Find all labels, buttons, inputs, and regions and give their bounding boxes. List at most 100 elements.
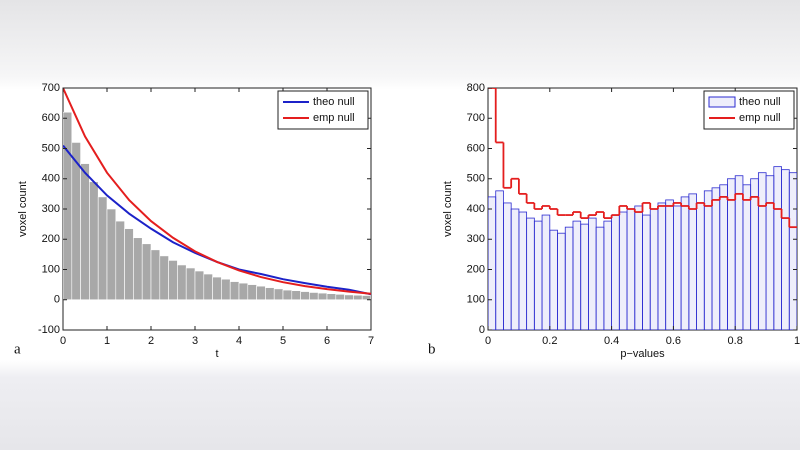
bar: [750, 178, 759, 330]
legend-label: emp null: [313, 112, 355, 124]
bar: [282, 289, 293, 301]
bar: [541, 214, 551, 330]
bar: [344, 294, 354, 301]
x-tick-label: 0: [485, 335, 491, 347]
bar: [185, 267, 196, 301]
y-tick-label: 400: [42, 173, 60, 185]
x-tick-label: 3: [192, 335, 198, 347]
bar: [203, 273, 213, 301]
bar: [626, 208, 636, 330]
bar: [526, 217, 535, 330]
bar: [510, 208, 520, 330]
bar: [247, 284, 257, 301]
bar: [503, 202, 512, 330]
bar: [673, 205, 682, 330]
bar: [97, 196, 108, 301]
x-tick-label: 1: [794, 335, 800, 347]
legend-label: emp null: [739, 112, 781, 124]
panel-label: b: [428, 341, 436, 357]
bar: [150, 249, 161, 301]
legend-swatch: [708, 96, 736, 108]
bar: [588, 217, 597, 330]
bar: [326, 293, 337, 301]
y-tick-label: 100: [42, 263, 60, 275]
x-tick-label: 0: [60, 335, 66, 347]
y-tick-label: 500: [42, 142, 60, 154]
bar: [773, 166, 782, 330]
bar: [564, 226, 574, 330]
bar: [361, 295, 371, 301]
x-tick-label: 4: [236, 335, 242, 347]
bar: [89, 181, 99, 301]
x-axis-label: t: [215, 348, 218, 360]
y-tick-label: 200: [467, 263, 485, 275]
bar: [788, 172, 797, 330]
x-tick-label: 0.8: [728, 335, 743, 347]
bar: [124, 228, 134, 301]
bar: [141, 243, 152, 301]
bar: [106, 208, 117, 301]
y-tick-label: 100: [467, 294, 485, 306]
bar: [80, 163, 90, 301]
bar: [353, 294, 363, 301]
bar: [335, 294, 345, 301]
bar: [194, 270, 205, 301]
y-axis-label: voxel count: [442, 181, 454, 237]
bar: [177, 264, 187, 301]
bar: [273, 288, 284, 301]
bar: [557, 232, 566, 330]
legend-box: [703, 90, 795, 130]
bar: [291, 290, 301, 301]
bar: [618, 211, 628, 330]
y-tick-label: 200: [42, 233, 60, 245]
x-tick-label: 1: [104, 335, 110, 347]
bar: [757, 172, 767, 330]
x-tick-label: 0.6: [666, 335, 681, 347]
bar: [518, 211, 528, 330]
bar: [611, 214, 620, 330]
x-tick-label: 5: [280, 335, 286, 347]
bar: [63, 111, 73, 301]
x-tick-label: 0.4: [604, 335, 619, 347]
y-axis-label: voxel count: [17, 181, 29, 237]
y-tick-label: 700: [42, 82, 60, 94]
x-tick-label: 6: [324, 335, 330, 347]
bar: [159, 255, 169, 301]
legend-label: theo null: [313, 96, 355, 108]
bar: [703, 190, 713, 330]
y-tick-label: 500: [467, 173, 485, 185]
bar: [300, 291, 310, 301]
legend-box: [277, 90, 369, 130]
bar: [488, 196, 497, 330]
y-tick-label: 400: [467, 203, 485, 215]
bar: [688, 193, 697, 330]
bar: [696, 202, 705, 330]
line: [63, 88, 371, 295]
bar: [580, 223, 589, 330]
y-tick-label: 800: [467, 82, 485, 94]
bar: [680, 196, 690, 330]
bar: [115, 220, 125, 301]
bar: [495, 190, 504, 330]
panel-label: a: [14, 341, 21, 357]
bar: [734, 175, 744, 330]
x-tick-label: 0.2: [542, 335, 557, 347]
panel: 0 100 200 300 400 500 600 700 800 0 0.2 0.4 0.6 0.8 1 p…: [428, 82, 800, 360]
bar: [533, 220, 543, 330]
bar: [229, 281, 240, 301]
legend-label: theo null: [739, 96, 781, 108]
bar: [168, 260, 178, 301]
y-tick-label: 300: [42, 203, 60, 215]
x-axis-label: p−values: [620, 348, 665, 360]
y-tick-label: 0: [54, 294, 60, 306]
bar: [133, 237, 143, 301]
bar: [238, 282, 249, 301]
bar: [649, 208, 659, 330]
bar: [719, 184, 728, 330]
bar: [221, 278, 231, 301]
y-tick-label: -100: [38, 324, 60, 336]
bar: [765, 175, 775, 330]
bar: [642, 214, 651, 330]
